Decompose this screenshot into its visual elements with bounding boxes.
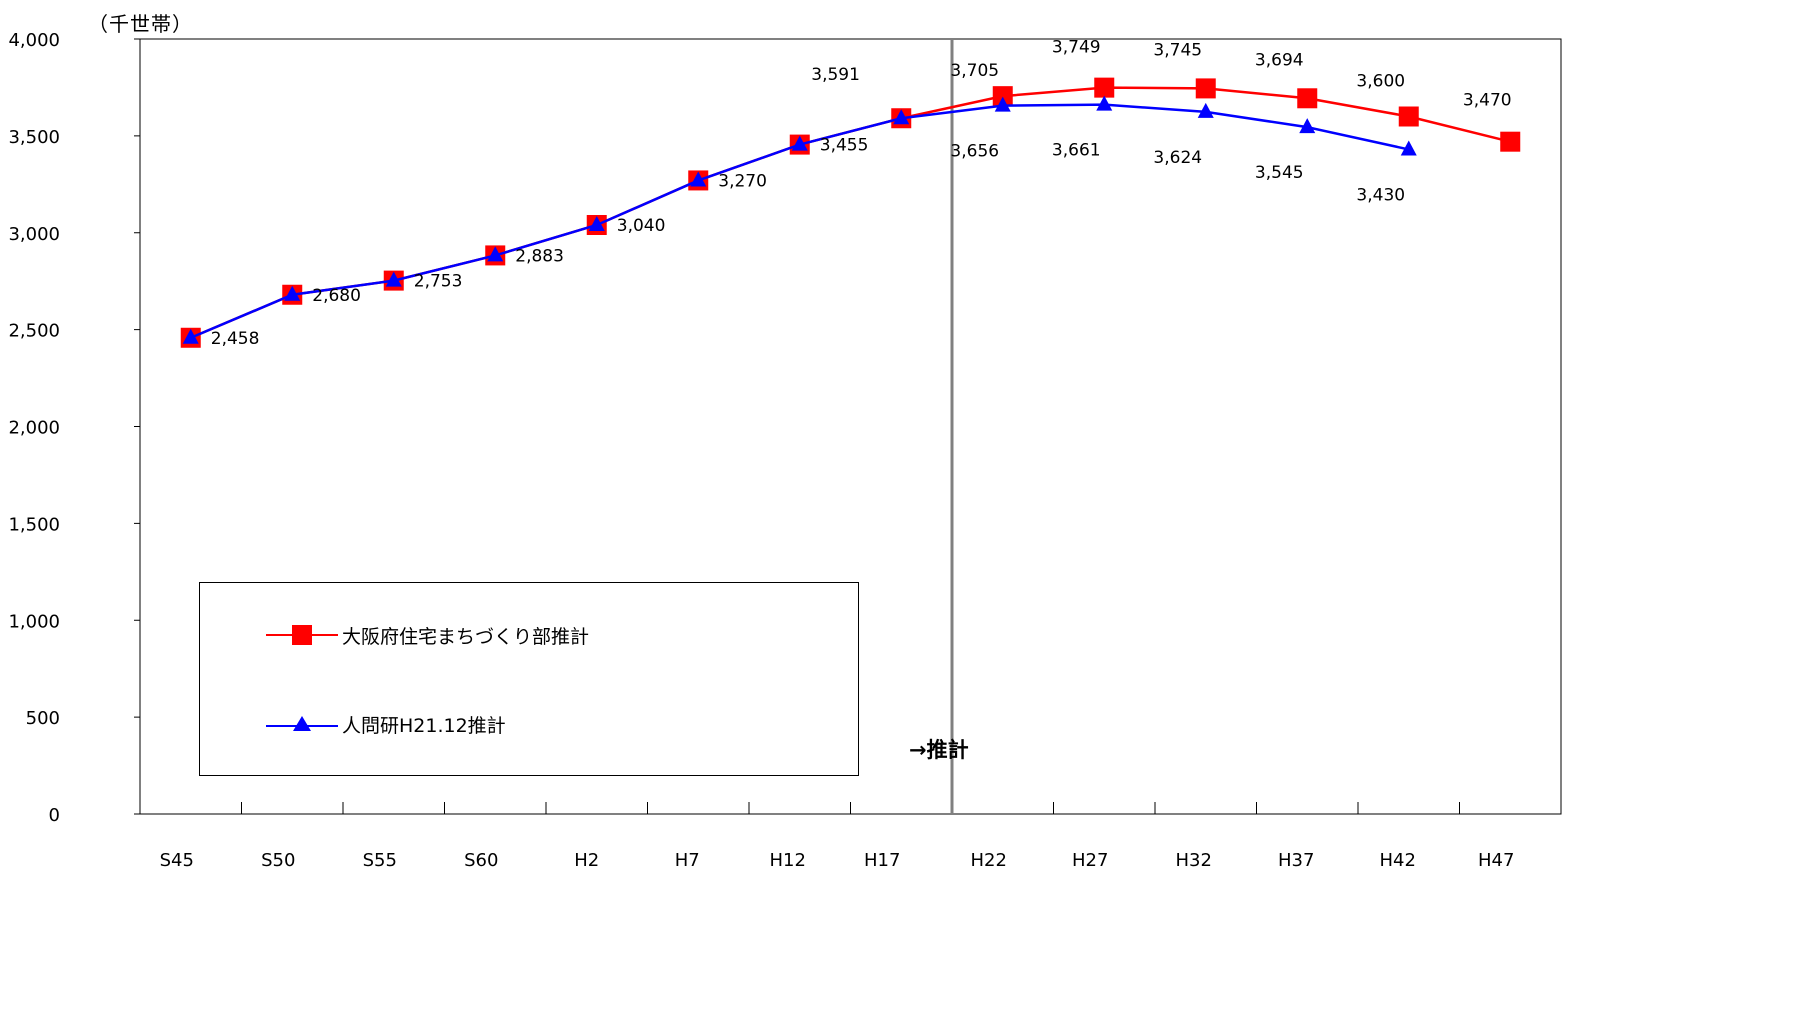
legend-item-osaka: 大阪府住宅まちづくり部推計 (266, 620, 589, 650)
y-tick-label: 3,000 (8, 224, 60, 245)
legend-label-osaka: 大阪府住宅まちづくり部推計 (342, 625, 590, 648)
legend-swatch-triangle-icon (266, 716, 338, 731)
data-point-triangle (385, 271, 402, 287)
x-tick-label: H7 (675, 850, 700, 871)
data-point-square (1398, 106, 1419, 127)
data-label: 3,600 (1356, 72, 1405, 92)
y-tick-label: 500 (26, 708, 60, 729)
legend-label-jinmonken: 人問研H21.12推計 (342, 714, 506, 737)
data-label: 3,430 (1356, 185, 1405, 205)
data-point-triangle (588, 216, 605, 231)
data-label: 2,458 (211, 329, 260, 349)
x-tick-label: S45 (160, 850, 194, 871)
data-point-square (1297, 88, 1318, 109)
data-label: 3,694 (1255, 50, 1304, 70)
y-tick-label: 1,000 (8, 611, 60, 632)
data-point-square (1195, 78, 1216, 99)
data-label-layer: 3,591 3,705 3,749 3,745 3,694 3,600 3,470 2,458… (211, 38, 1512, 349)
data-point-square (1500, 131, 1521, 152)
data-point-triangle (284, 285, 301, 301)
data-label: 3,545 (1255, 163, 1304, 183)
data-point-triangle (1197, 102, 1214, 118)
x-tick-label: H2 (574, 850, 599, 871)
data-point-triangle (182, 328, 199, 344)
data-label: 3,749 (1052, 38, 1101, 58)
data-label: 3,591 (811, 65, 860, 85)
data-point-triangle (690, 171, 707, 187)
legend: 大阪府住宅まちづくり部推計 人問研H21.12推計 (199, 582, 859, 776)
x-tick-label: H17 (864, 850, 900, 871)
data-label: 3,455 (820, 136, 869, 156)
data-point-triangle (893, 109, 910, 125)
x-tick-label: S50 (261, 850, 295, 871)
y-tick-label: 4,000 (8, 30, 60, 51)
data-label: 3,745 (1153, 40, 1202, 60)
data-label: 2,680 (312, 286, 361, 306)
data-label: 3,470 (1463, 91, 1512, 111)
x-tick-label: H42 (1380, 850, 1416, 871)
legend-item-jinmonken: 人問研H21.12推計 (266, 709, 506, 739)
x-tick-label: S60 (464, 850, 498, 871)
data-point-square (1094, 77, 1115, 98)
data-label: 2,753 (414, 272, 463, 292)
x-tick-label: H32 (1176, 850, 1212, 871)
data-point-square (992, 86, 1013, 107)
x-tick-label: H47 (1478, 850, 1514, 871)
data-label: 3,656 (950, 142, 999, 162)
data-point-triangle (487, 246, 504, 262)
x-tick-label: S55 (363, 850, 397, 871)
y-tick-label: 3,500 (8, 127, 60, 148)
data-label: 3,270 (718, 171, 767, 191)
y-axis-unit-label: （千世帯） (88, 12, 193, 36)
data-label: 3,624 (1153, 148, 1202, 168)
y-tick-label: 1,500 (8, 514, 60, 535)
x-tick-label: H12 (770, 850, 806, 871)
y-tick-label: 2,000 (8, 418, 60, 439)
data-point-triangle (791, 135, 808, 151)
y-tick-label: 0 (49, 805, 60, 826)
data-point-triangle (994, 96, 1011, 112)
data-label: 3,705 (950, 61, 999, 81)
data-label: 2,883 (515, 246, 564, 266)
x-tick-label: H37 (1278, 850, 1314, 871)
x-tick-label: H27 (1072, 850, 1108, 871)
y-axis: 0 500 1,000 1,500 2,000 2,500 3,000 3,500 4,000 (8, 30, 140, 826)
data-label: 3,661 (1052, 141, 1101, 161)
data-point-triangle (1096, 95, 1113, 111)
series-layer (180, 77, 1521, 348)
x-axis: S45 S50 S55 S60 H2 H7 H12 H17 H22 H27 H32 H37 H42 H47 (160, 802, 1514, 871)
legend-swatch-square-icon (266, 625, 338, 645)
data-point-triangle (1400, 140, 1417, 156)
data-point-triangle (1299, 118, 1316, 134)
y-tick-label: 2,500 (8, 321, 60, 342)
x-tick-label: H22 (971, 850, 1007, 871)
data-label: 3,040 (617, 216, 666, 236)
forecast-note: →推計 (909, 738, 969, 762)
